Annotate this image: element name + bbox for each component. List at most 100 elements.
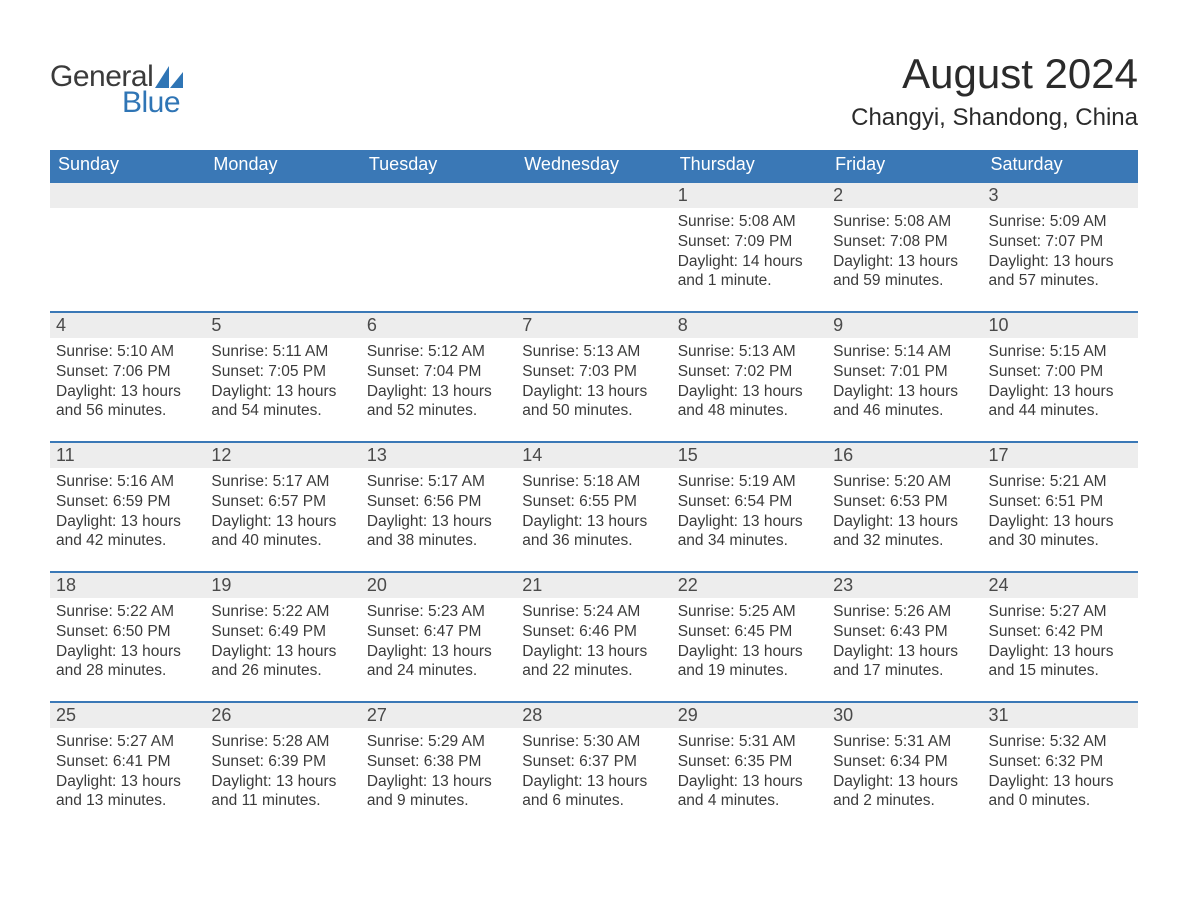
calendar-week: 1Sunrise: 5:08 AMSunset: 7:09 PMDaylight… (50, 182, 1138, 312)
calendar-week: 18Sunrise: 5:22 AMSunset: 6:50 PMDayligh… (50, 572, 1138, 702)
day-number: 17 (983, 443, 1138, 468)
sunset-text: Sunset: 7:01 PM (833, 362, 976, 382)
day-number: 19 (205, 573, 360, 598)
sunset-text: Sunset: 7:05 PM (211, 362, 354, 382)
day-details: Sunrise: 5:13 AMSunset: 7:02 PMDaylight:… (672, 338, 827, 427)
day-number: 13 (361, 443, 516, 468)
day-details: Sunrise: 5:14 AMSunset: 7:01 PMDaylight:… (827, 338, 982, 427)
sunrise-text: Sunrise: 5:23 AM (367, 602, 510, 622)
daylight-text: Daylight: 13 hours and 13 minutes. (56, 772, 199, 812)
sunrise-text: Sunrise: 5:22 AM (56, 602, 199, 622)
day-number: 26 (205, 703, 360, 728)
calendar-cell: 20Sunrise: 5:23 AMSunset: 6:47 PMDayligh… (361, 572, 516, 702)
sunset-text: Sunset: 6:38 PM (367, 752, 510, 772)
sunset-text: Sunset: 6:35 PM (678, 752, 821, 772)
calendar-cell: 29Sunrise: 5:31 AMSunset: 6:35 PMDayligh… (672, 702, 827, 832)
sunset-text: Sunset: 6:57 PM (211, 492, 354, 512)
calendar-week: 25Sunrise: 5:27 AMSunset: 6:41 PMDayligh… (50, 702, 1138, 832)
daylight-text: Daylight: 13 hours and 28 minutes. (56, 642, 199, 682)
calendar-cell (50, 182, 205, 312)
sunset-text: Sunset: 6:59 PM (56, 492, 199, 512)
day-details: Sunrise: 5:13 AMSunset: 7:03 PMDaylight:… (516, 338, 671, 427)
day-number: 23 (827, 573, 982, 598)
sunrise-text: Sunrise: 5:18 AM (522, 472, 665, 492)
day-details: Sunrise: 5:29 AMSunset: 6:38 PMDaylight:… (361, 728, 516, 817)
day-details: Sunrise: 5:27 AMSunset: 6:42 PMDaylight:… (983, 598, 1138, 687)
calendar-week: 11Sunrise: 5:16 AMSunset: 6:59 PMDayligh… (50, 442, 1138, 572)
sunset-text: Sunset: 6:37 PM (522, 752, 665, 772)
day-number: 28 (516, 703, 671, 728)
day-number: 6 (361, 313, 516, 338)
calendar-table: SundayMondayTuesdayWednesdayThursdayFrid… (50, 150, 1138, 832)
calendar-cell: 14Sunrise: 5:18 AMSunset: 6:55 PMDayligh… (516, 442, 671, 572)
day-header: Monday (205, 150, 360, 182)
sunrise-text: Sunrise: 5:17 AM (367, 472, 510, 492)
day-number-empty (205, 183, 360, 208)
day-number: 30 (827, 703, 982, 728)
sunrise-text: Sunrise: 5:29 AM (367, 732, 510, 752)
day-number-empty (516, 183, 671, 208)
sunset-text: Sunset: 7:06 PM (56, 362, 199, 382)
day-number: 8 (672, 313, 827, 338)
day-header: Sunday (50, 150, 205, 182)
sunrise-text: Sunrise: 5:31 AM (678, 732, 821, 752)
daylight-text: Daylight: 13 hours and 38 minutes. (367, 512, 510, 552)
calendar-cell: 8Sunrise: 5:13 AMSunset: 7:02 PMDaylight… (672, 312, 827, 442)
daylight-text: Daylight: 13 hours and 17 minutes. (833, 642, 976, 682)
sunset-text: Sunset: 6:39 PM (211, 752, 354, 772)
sunset-text: Sunset: 6:54 PM (678, 492, 821, 512)
sunrise-text: Sunrise: 5:26 AM (833, 602, 976, 622)
day-details: Sunrise: 5:28 AMSunset: 6:39 PMDaylight:… (205, 728, 360, 817)
day-header: Friday (827, 150, 982, 182)
sunset-text: Sunset: 6:45 PM (678, 622, 821, 642)
location: Changyi, Shandong, China (851, 104, 1138, 132)
sunrise-text: Sunrise: 5:09 AM (989, 212, 1132, 232)
daylight-text: Daylight: 13 hours and 54 minutes. (211, 382, 354, 422)
calendar-cell: 22Sunrise: 5:25 AMSunset: 6:45 PMDayligh… (672, 572, 827, 702)
sunset-text: Sunset: 6:50 PM (56, 622, 199, 642)
title-block: August 2024 Changyi, Shandong, China (851, 50, 1138, 142)
daylight-text: Daylight: 13 hours and 19 minutes. (678, 642, 821, 682)
day-details: Sunrise: 5:17 AMSunset: 6:56 PMDaylight:… (361, 468, 516, 557)
day-details: Sunrise: 5:16 AMSunset: 6:59 PMDaylight:… (50, 468, 205, 557)
calendar-cell: 18Sunrise: 5:22 AMSunset: 6:50 PMDayligh… (50, 572, 205, 702)
sunset-text: Sunset: 6:34 PM (833, 752, 976, 772)
daylight-text: Daylight: 13 hours and 11 minutes. (211, 772, 354, 812)
day-number-empty (50, 183, 205, 208)
day-header-row: SundayMondayTuesdayWednesdayThursdayFrid… (50, 150, 1138, 182)
day-details: Sunrise: 5:21 AMSunset: 6:51 PMDaylight:… (983, 468, 1138, 557)
day-details: Sunrise: 5:23 AMSunset: 6:47 PMDaylight:… (361, 598, 516, 687)
sunrise-text: Sunrise: 5:12 AM (367, 342, 510, 362)
daylight-text: Daylight: 13 hours and 9 minutes. (367, 772, 510, 812)
calendar-cell: 12Sunrise: 5:17 AMSunset: 6:57 PMDayligh… (205, 442, 360, 572)
sunset-text: Sunset: 6:41 PM (56, 752, 199, 772)
day-details: Sunrise: 5:09 AMSunset: 7:07 PMDaylight:… (983, 208, 1138, 297)
day-number: 15 (672, 443, 827, 468)
sunrise-text: Sunrise: 5:27 AM (56, 732, 199, 752)
sunset-text: Sunset: 6:47 PM (367, 622, 510, 642)
sunset-text: Sunset: 6:43 PM (833, 622, 976, 642)
logo: General Blue (50, 60, 183, 120)
day-number: 27 (361, 703, 516, 728)
daylight-text: Daylight: 13 hours and 0 minutes. (989, 772, 1132, 812)
daylight-text: Daylight: 13 hours and 30 minutes. (989, 512, 1132, 552)
day-details: Sunrise: 5:27 AMSunset: 6:41 PMDaylight:… (50, 728, 205, 817)
calendar-cell (516, 182, 671, 312)
day-details: Sunrise: 5:25 AMSunset: 6:45 PMDaylight:… (672, 598, 827, 687)
sunrise-text: Sunrise: 5:08 AM (833, 212, 976, 232)
calendar-cell (205, 182, 360, 312)
sunset-text: Sunset: 6:51 PM (989, 492, 1132, 512)
daylight-text: Daylight: 13 hours and 40 minutes. (211, 512, 354, 552)
calendar-cell: 11Sunrise: 5:16 AMSunset: 6:59 PMDayligh… (50, 442, 205, 572)
calendar-cell: 9Sunrise: 5:14 AMSunset: 7:01 PMDaylight… (827, 312, 982, 442)
day-number: 3 (983, 183, 1138, 208)
daylight-text: Daylight: 13 hours and 36 minutes. (522, 512, 665, 552)
logo-text-blue: Blue (122, 86, 180, 120)
calendar-cell: 26Sunrise: 5:28 AMSunset: 6:39 PMDayligh… (205, 702, 360, 832)
calendar-cell: 17Sunrise: 5:21 AMSunset: 6:51 PMDayligh… (983, 442, 1138, 572)
day-details: Sunrise: 5:20 AMSunset: 6:53 PMDaylight:… (827, 468, 982, 557)
sunset-text: Sunset: 6:46 PM (522, 622, 665, 642)
day-number: 11 (50, 443, 205, 468)
daylight-text: Daylight: 13 hours and 56 minutes. (56, 382, 199, 422)
sunrise-text: Sunrise: 5:16 AM (56, 472, 199, 492)
